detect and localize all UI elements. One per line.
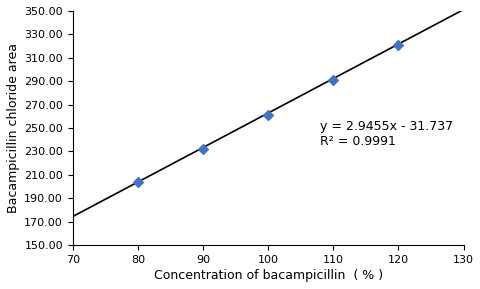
Point — [199, 147, 206, 151]
Point — [329, 78, 336, 82]
Point — [394, 42, 401, 47]
X-axis label: Concentration of bacampicillin  ( % ): Concentration of bacampicillin ( % ) — [153, 269, 382, 282]
Text: y = 2.9455x - 31.737
R² = 0.9991: y = 2.9455x - 31.737 R² = 0.9991 — [320, 120, 453, 148]
Point — [134, 180, 142, 184]
Y-axis label: Bacampicillin chloride area: Bacampicillin chloride area — [7, 43, 20, 213]
Point — [264, 113, 271, 118]
